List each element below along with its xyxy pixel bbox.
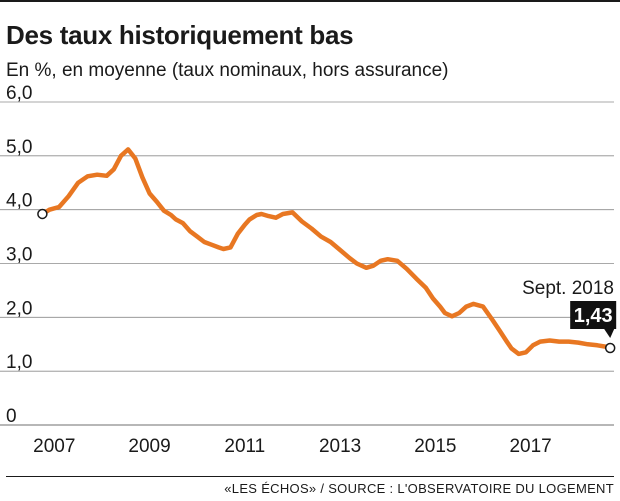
y-tick-label: 0 — [6, 406, 17, 427]
series-layer — [40, 147, 613, 357]
y-tick-label: 4,0 — [6, 191, 32, 212]
x-tick-label: 2013 — [319, 436, 361, 457]
chart-title: Des taux historiquement bas — [6, 20, 354, 50]
value-badge-label: 1,43 — [574, 305, 613, 327]
y-tick-label: 1,0 — [6, 352, 32, 373]
x-tick-label: 2009 — [128, 436, 170, 457]
x-tick-label: 2007 — [33, 436, 75, 457]
start-marker — [37, 208, 48, 220]
annotation-date-label: Sept. 2018 — [522, 278, 614, 299]
x-axis-tick-labels: 2007 2009 2011 2013 2015 2017 — [33, 436, 552, 457]
y-axis-tick-labels: 6,0 5,0 4,0 3,0 2,0 1,0 0 — [6, 83, 32, 427]
y-tick-label: 3,0 — [6, 245, 32, 266]
end-marker — [604, 342, 616, 354]
series-line — [40, 147, 613, 357]
top-rule — [0, 0, 620, 2]
x-tick-label: 2017 — [509, 436, 551, 457]
chart-subtitle: En %, en moyenne (taux nominaux, hors as… — [6, 60, 449, 81]
grid-lines — [0, 101, 614, 426]
value-badge-pointer — [604, 329, 615, 338]
x-tick-label: 2015 — [414, 436, 456, 457]
value-badge — [570, 301, 617, 329]
source-credit: «LES ÉCHOS» / SOURCE : L'OBSERVATOIRE DU… — [224, 481, 614, 496]
x-tick-label: 2011 — [224, 436, 265, 457]
y-tick-label: 5,0 — [6, 137, 32, 158]
marker-layer: Sept. 2018 1,43 — [37, 208, 617, 354]
y-tick-label: 6,0 — [6, 83, 32, 104]
y-tick-label: 2,0 — [6, 298, 32, 319]
bottom-rule — [6, 476, 614, 477]
